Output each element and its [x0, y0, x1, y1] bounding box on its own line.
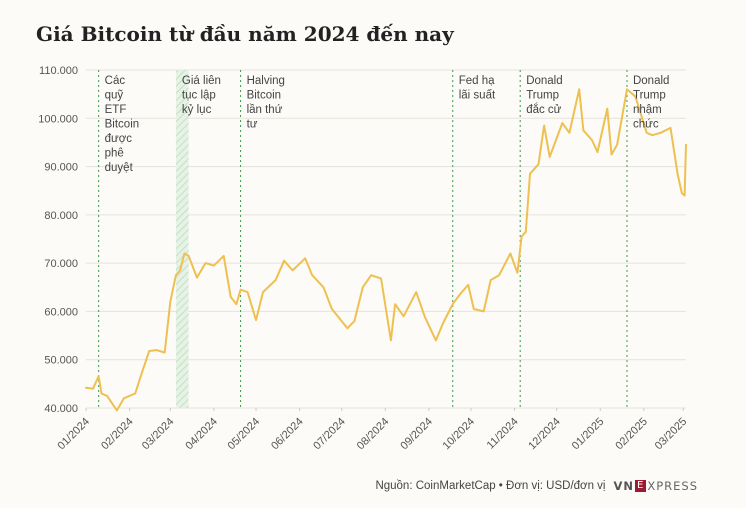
y-axis: 40.000 50.000 60.000 70.000 80.000 90.000 100.… [38, 65, 78, 415]
chart-title: Giá Bitcoin từ đầu năm 2024 đến nay [36, 22, 454, 46]
x-tick-label: 04/2024 [183, 416, 220, 453]
x-tick-label: 06/2024 [269, 416, 306, 453]
x-tick-label: 02/2024 [99, 416, 136, 453]
event-label: chức [633, 119, 659, 131]
record-high-band [175, 70, 189, 408]
event-label: Fed hạ [459, 75, 495, 87]
bitcoin-price-chart: 40.000 50.000 60.000 70.000 80.000 90.000 100.… [38, 65, 690, 453]
x-axis: 01/2024 02/2024 03/2024 04/2024 05/2024 06/20… [56, 408, 690, 453]
event-label: tư [247, 119, 258, 131]
shaded-period [175, 70, 189, 408]
event-label: Các [105, 75, 126, 87]
vnexpress-logo: VN E XPRESS [613, 479, 698, 493]
y-tick-label: 40.000 [44, 403, 78, 415]
x-tick-label: 10/2024 [441, 416, 478, 453]
x-tick-label: 07/2024 [311, 416, 348, 453]
event-label: Giá liên [182, 75, 221, 87]
event-label: Bitcoin [247, 90, 282, 102]
event-label: lần thứ [247, 104, 283, 116]
y-tick-label: 90.000 [44, 162, 78, 174]
event-label: nhậm [633, 104, 662, 116]
chart-footer: Nguồn: CoinMarketCap • Đơn vị: USD/đơn v… [375, 479, 698, 493]
event-label: ETF [105, 104, 127, 116]
event-label: được [105, 133, 133, 145]
x-tick-label: 01/2024 [56, 416, 93, 453]
event-label: kỷ lục [182, 104, 212, 116]
event-label: đắc cử [526, 103, 561, 116]
event-label: Donald [526, 75, 562, 87]
y-tick-label: 50.000 [44, 355, 78, 367]
y-tick-label: 80.000 [44, 210, 78, 222]
event-annotations: Các quỹ ETF Bitcoin được phê duyệt Giá liên tục … [105, 75, 670, 174]
x-tick-label: 12/2024 [526, 416, 563, 453]
x-tick-label: 05/2024 [226, 416, 263, 453]
x-tick-label: 03/2025 [653, 416, 690, 453]
y-tick-label: 100.000 [38, 113, 78, 125]
x-tick-label: 01/2025 [570, 416, 607, 453]
event-label: tục lập [182, 90, 216, 102]
y-tick-label: 60.000 [44, 306, 78, 318]
event-label: quỹ [105, 90, 124, 102]
x-tick-label: 11/2024 [485, 416, 521, 452]
price-line [85, 88, 687, 412]
y-tick-label: 70.000 [44, 258, 78, 270]
event-label: phê [105, 148, 124, 160]
event-label: Trump [633, 90, 666, 102]
event-markers [98, 70, 628, 408]
event-label: Donald [633, 75, 669, 87]
event-label: lãi suất [459, 90, 496, 102]
x-tick-label: 09/2024 [398, 416, 435, 453]
event-label: duyệt [105, 162, 134, 174]
x-tick-label: 02/2025 [613, 416, 650, 453]
x-tick-label: 08/2024 [355, 416, 392, 453]
event-label: Halving [247, 75, 285, 87]
x-tick-label: 03/2024 [140, 416, 177, 453]
y-tick-label: 110.000 [39, 65, 78, 77]
event-label: Trump [526, 90, 559, 102]
price-series [85, 88, 687, 412]
source-note: Nguồn: CoinMarketCap • Đơn vị: USD/đơn v… [375, 480, 606, 492]
event-label: Bitcoin [105, 119, 140, 131]
